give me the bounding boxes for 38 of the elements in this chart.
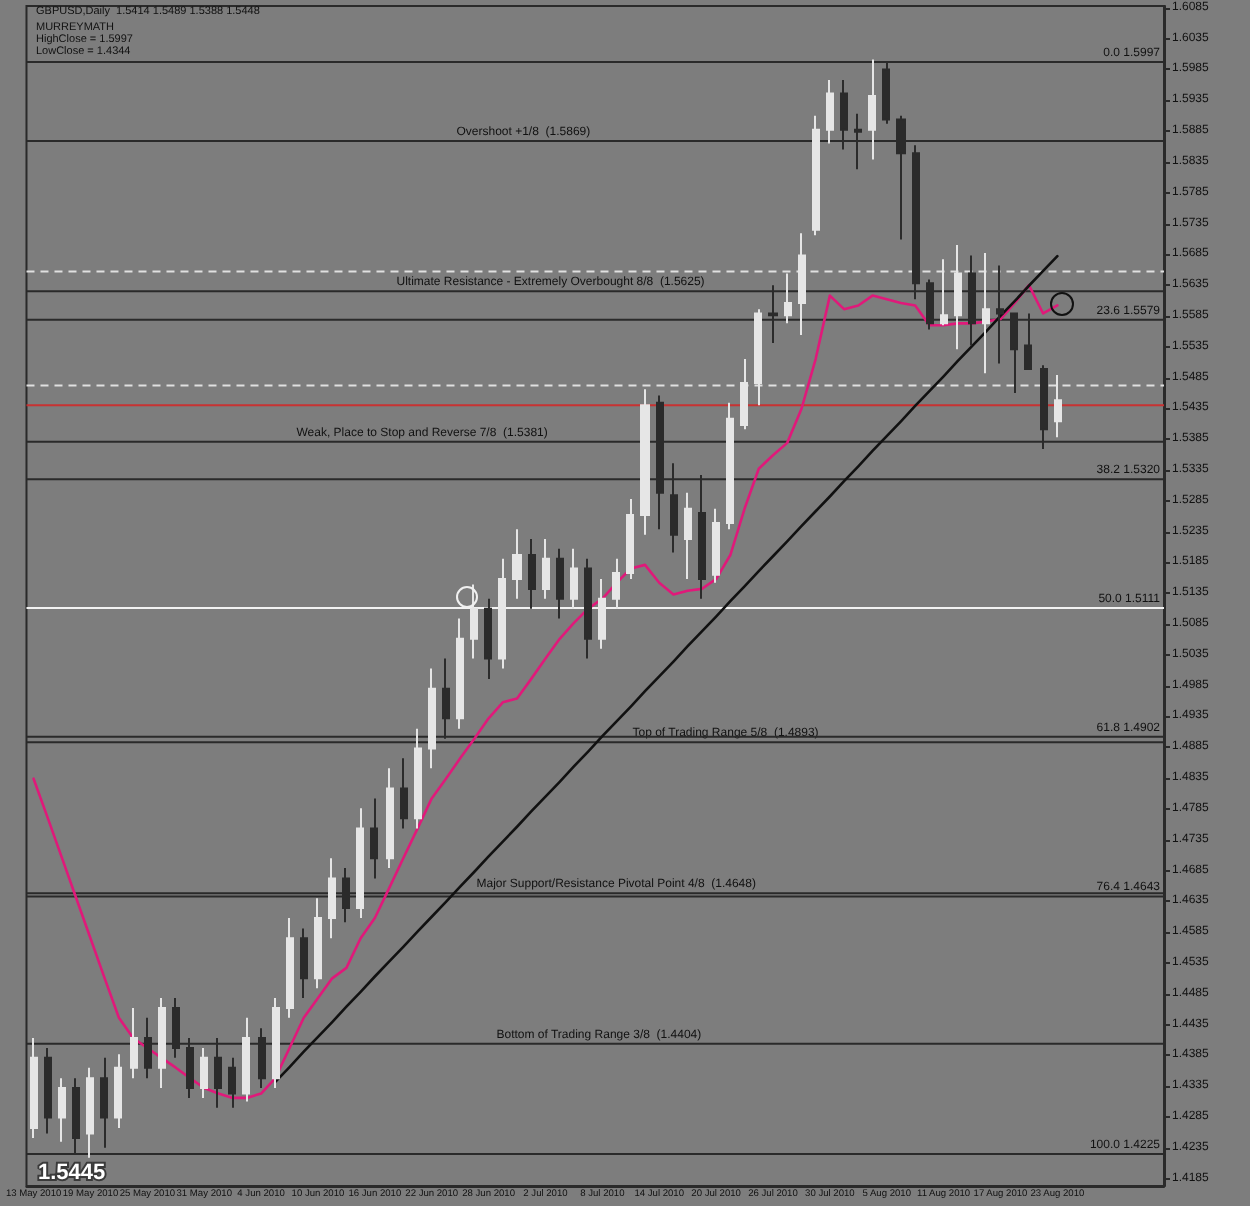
- line-series: [274, 254, 1059, 1084]
- candlestick: [826, 78, 834, 145]
- candlestick: [812, 114, 820, 237]
- candlestick: [556, 547, 564, 620]
- candlestick: [300, 927, 308, 1000]
- candlestick: [356, 807, 364, 919]
- candlestick: [286, 916, 294, 1019]
- candlestick: [726, 401, 734, 531]
- candlestick: [114, 1053, 122, 1130]
- candlestick: [414, 727, 422, 830]
- candlestick: [626, 497, 634, 581]
- candlestick: [242, 1016, 250, 1103]
- candlestick: [58, 1077, 66, 1143]
- candlestick: [428, 667, 436, 770]
- candlestick: [528, 538, 536, 610]
- candlestick: [370, 797, 378, 880]
- candlestick: [868, 58, 876, 161]
- candlestick: [272, 997, 280, 1090]
- candlestick: [86, 1066, 94, 1159]
- candlestick: [386, 767, 394, 870]
- candlestick: [484, 597, 492, 680]
- candlestick: [328, 857, 336, 940]
- candlestick: [712, 507, 720, 584]
- candlestick: [228, 1056, 236, 1109]
- candlestick: [314, 897, 322, 990]
- candlestick: [542, 538, 550, 600]
- candlestick: [100, 1056, 108, 1149]
- annotation: 1.5445: [38, 1161, 106, 1185]
- candlestick: [456, 617, 464, 730]
- candlestick: [584, 557, 592, 660]
- candlestick: [130, 1006, 138, 1080]
- candlestick: [512, 528, 522, 600]
- candlestick: [200, 1046, 208, 1099]
- candlestick: [158, 997, 166, 1090]
- candlestick: [400, 757, 408, 830]
- candlestick: [684, 491, 692, 581]
- candlestick: [740, 358, 748, 431]
- candlestick: [30, 1037, 38, 1139]
